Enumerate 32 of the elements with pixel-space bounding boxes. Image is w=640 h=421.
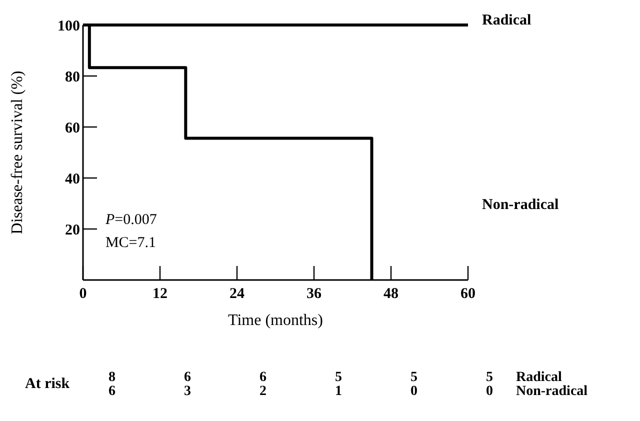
text: 3: [184, 384, 191, 399]
text: 0: [410, 384, 418, 399]
x-tick-label: 0: [79, 286, 87, 302]
text: 2: [260, 384, 266, 399]
text: 1: [335, 384, 342, 399]
x-tick-label: 48: [384, 286, 398, 302]
text: At risk: [25, 376, 70, 392]
text: 5: [410, 370, 418, 385]
annotation: MC=7.1: [105, 234, 156, 251]
y-tick-label: 100: [58, 18, 80, 34]
text: Non-radical: [482, 196, 559, 213]
text: Radical: [516, 370, 562, 385]
text: 5: [486, 370, 493, 385]
text: 8: [108, 370, 116, 385]
x-tick-label: 36: [306, 286, 322, 302]
text: 6: [108, 384, 116, 399]
y-tick-label: 40: [65, 171, 80, 188]
annotation: P=0.007: [104, 212, 158, 228]
x-tick-label: 24: [230, 286, 245, 302]
y-axis-title: Disease-free survival (%): [9, 70, 26, 234]
y-tick-label: 20: [65, 222, 80, 238]
text: Non-radical: [516, 384, 588, 399]
y-tick-label: 80: [65, 69, 80, 86]
text: 6: [260, 370, 266, 385]
text: 0: [486, 384, 493, 399]
text: 6: [184, 370, 191, 385]
text: 5: [335, 370, 342, 385]
series-label: Radical: [482, 12, 532, 28]
x-axis-title: Time (months): [228, 312, 323, 329]
x-tick-label: 12: [152, 286, 168, 302]
x-tick-label: 60: [460, 286, 476, 302]
y-tick-label: 60: [65, 120, 80, 136]
